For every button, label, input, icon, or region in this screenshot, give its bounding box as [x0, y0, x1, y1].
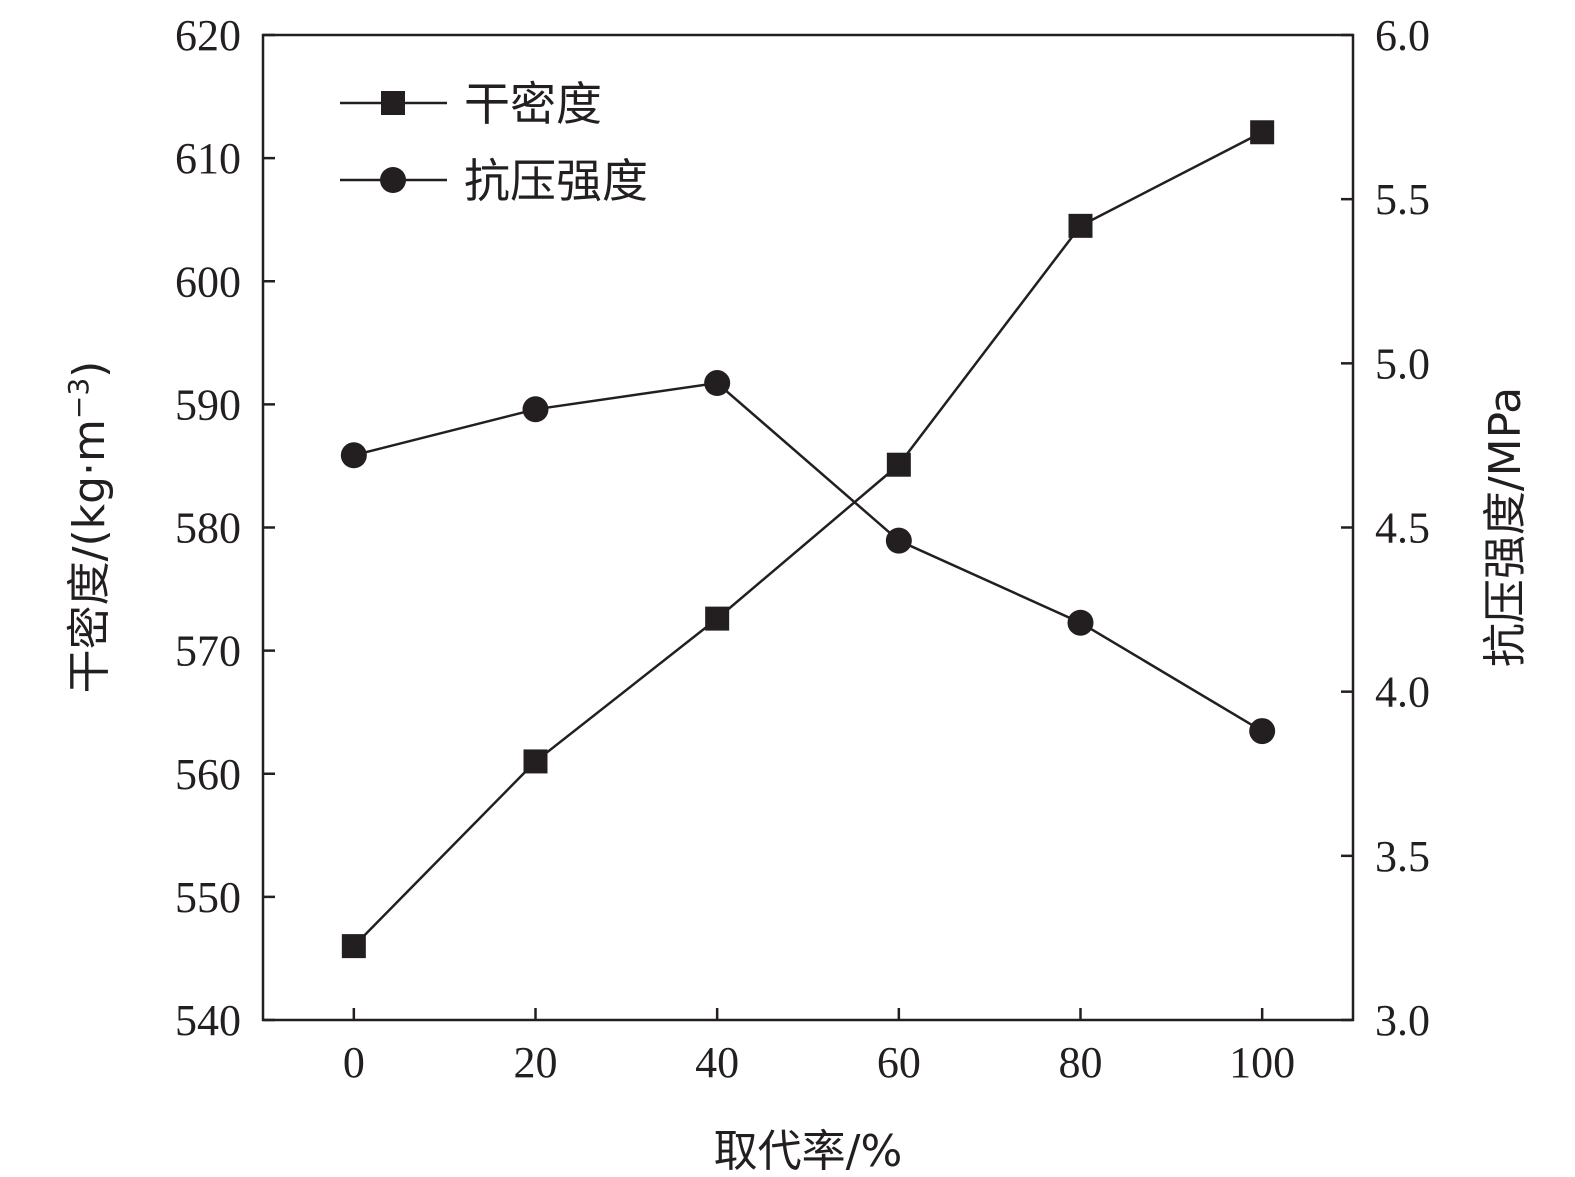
- right-y-tick-label: 3.0: [1375, 996, 1430, 1045]
- x-tick-label: 100: [1229, 1038, 1295, 1087]
- legend-label: 抗压强度: [464, 154, 648, 208]
- series-2-point: [340, 442, 367, 469]
- left-y-tick-label: 570: [175, 627, 241, 676]
- x-axis-title: 取代率/%: [714, 1126, 903, 1177]
- x-tick-label: 0: [343, 1038, 365, 1087]
- series-2-point: [1249, 718, 1276, 745]
- x-tick-label: 80: [1059, 1038, 1103, 1087]
- x-tick-label: 60: [877, 1038, 921, 1087]
- legend-label: 干密度: [464, 77, 602, 131]
- left-y-axis-title-end: ): [64, 361, 115, 378]
- left-y-axis-title: 干密度/(kg·m−3): [62, 361, 115, 694]
- series-1-point: [1250, 120, 1275, 145]
- series-2-point: [1067, 609, 1094, 636]
- left-y-tick-label: 560: [175, 750, 241, 799]
- series-1-point: [523, 749, 548, 774]
- left-y-tick-label: 590: [175, 380, 241, 429]
- right-y-tick-label: 5.0: [1375, 339, 1430, 388]
- left-y-tick-label: 540: [175, 996, 241, 1045]
- series-1-point: [886, 452, 911, 477]
- left-y-tick-label: 550: [175, 873, 241, 922]
- series-1-point: [341, 934, 366, 959]
- right-y-tick-label: 6.0: [1375, 11, 1430, 60]
- legend-square-marker: [381, 91, 405, 115]
- left-y-axis-title-main: 干密度/(kg·m: [64, 419, 115, 693]
- x-tick-label: 20: [514, 1038, 558, 1087]
- x-tick-label: 40: [695, 1038, 739, 1087]
- left-y-tick-label: 620: [175, 11, 241, 60]
- series-line-2: [353, 381, 1263, 733]
- series-1-point: [705, 606, 730, 631]
- series-2-point: [885, 527, 912, 554]
- left-y-axis-title-sup: −3: [62, 378, 95, 419]
- right-y-tick-label: 4.5: [1375, 504, 1430, 553]
- right-y-tick-label: 3.5: [1375, 832, 1430, 881]
- series-2-point: [704, 370, 731, 397]
- series-line-1: [352, 131, 1263, 948]
- left-y-tick-label: 580: [175, 504, 241, 553]
- right-y-tick-label: 4.0: [1375, 668, 1430, 717]
- legend-circle-marker: [380, 167, 406, 193]
- right-y-axis-title: 抗压强度/MPa: [1480, 387, 1531, 667]
- right-y-tick-label: 5.5: [1375, 175, 1430, 224]
- left-y-tick-label: 610: [175, 134, 241, 183]
- series-2-point: [522, 396, 549, 423]
- left-y-tick-label: 600: [175, 257, 241, 306]
- series-1-point: [1068, 213, 1093, 238]
